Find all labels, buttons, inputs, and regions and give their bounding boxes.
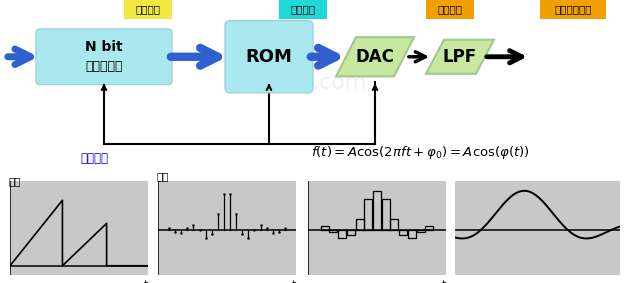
Text: 相位累加器: 相位累加器 — [85, 59, 123, 72]
Text: t: t — [143, 280, 148, 283]
Text: www.1CAE.com: www.1CAE.com — [476, 246, 566, 256]
Text: 模拟信号输出: 模拟信号输出 — [554, 4, 592, 14]
FancyBboxPatch shape — [426, 0, 474, 19]
Text: $f(t) = A\cos(2\pi ft + \varphi_0) = A\cos(\varphi(t))$: $f(t) = A\cos(2\pi ft + \varphi_0) = A\c… — [310, 144, 529, 161]
FancyBboxPatch shape — [540, 0, 606, 19]
FancyBboxPatch shape — [124, 0, 172, 19]
Text: 时钟信号: 时钟信号 — [80, 153, 108, 166]
Text: ROM: ROM — [246, 48, 292, 66]
FancyBboxPatch shape — [279, 0, 327, 19]
Text: t: t — [442, 280, 446, 283]
Text: 连续波形: 连续波形 — [438, 4, 463, 14]
FancyBboxPatch shape — [36, 29, 172, 85]
Text: LPF: LPF — [443, 48, 477, 66]
Text: 1CAE.com: 1CAE.com — [253, 72, 367, 93]
Polygon shape — [426, 40, 494, 74]
FancyBboxPatch shape — [225, 21, 313, 93]
Text: t: t — [292, 280, 296, 283]
Text: N bit: N bit — [85, 40, 123, 54]
Text: 仿真在线: 仿真在线 — [490, 228, 520, 241]
Text: 幅度: 幅度 — [157, 171, 169, 182]
Text: 相位: 相位 — [8, 176, 21, 186]
Text: DAC: DAC — [356, 48, 394, 66]
Text: 幅度信息: 幅度信息 — [291, 4, 316, 14]
Text: 相位信息: 相位信息 — [136, 4, 161, 14]
Polygon shape — [336, 37, 414, 76]
